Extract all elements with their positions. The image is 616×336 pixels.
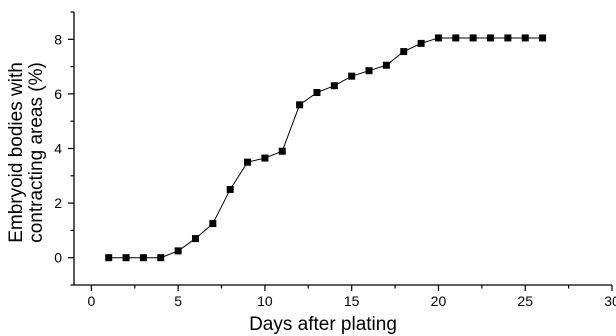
- y-tick-label: 4: [54, 141, 62, 157]
- data-point-marker: [226, 185, 234, 193]
- x-tick-label: 15: [344, 293, 360, 309]
- y-tick-label: 6: [54, 86, 62, 102]
- series-line: [108, 37, 543, 259]
- data-point-marker: [191, 235, 199, 243]
- data-point-marker: [487, 34, 495, 42]
- data-point-marker: [417, 39, 425, 47]
- y-tick-label: 2: [54, 195, 62, 211]
- x-tick-label: 25: [517, 293, 533, 309]
- x-tick-label: 10: [257, 293, 273, 309]
- x-axis-title: Days after plating: [249, 314, 397, 335]
- data-point-marker: [157, 254, 165, 262]
- data-point-marker: [469, 34, 477, 42]
- data-point-marker: [244, 158, 252, 166]
- y-tick-label: 0: [54, 250, 62, 266]
- chart-tick-labels: 0 5 10 15 20 25 30 0 2 4 6 8: [54, 31, 616, 309]
- y-axis-title-line-1: Embryoid bodies with: [6, 62, 27, 243]
- x-tick-label: 30: [604, 293, 616, 309]
- data-point-marker: [400, 48, 408, 56]
- data-point-marker: [539, 34, 547, 42]
- chart-ticks: [68, 11, 613, 291]
- data-point-marker: [174, 247, 182, 255]
- data-point-marker: [382, 61, 390, 69]
- y-tick-label: 8: [54, 31, 62, 47]
- data-point-marker: [521, 34, 529, 42]
- axis-titles: Days after plating Embryoid bodies with …: [6, 62, 397, 335]
- data-point-marker: [330, 82, 338, 90]
- chart-axes: [73, 12, 612, 286]
- data-point-marker: [296, 101, 304, 109]
- data-point-marker: [261, 154, 269, 162]
- data-point-marker: [313, 89, 321, 97]
- x-tick-label: 20: [431, 293, 447, 309]
- data-point-marker: [504, 34, 512, 42]
- data-point-marker: [278, 147, 286, 155]
- data-point-marker: [209, 220, 217, 228]
- x-tick-label: 0: [87, 293, 95, 309]
- x-tick-label: 5: [174, 293, 182, 309]
- data-point-marker: [105, 254, 113, 262]
- data-point-marker: [139, 254, 147, 262]
- data-point-marker: [365, 67, 373, 75]
- data-point-marker: [452, 34, 460, 42]
- data-point-marker: [348, 72, 356, 80]
- data-point-marker: [122, 254, 130, 262]
- data-point-marker: [434, 34, 442, 42]
- data-series: [105, 34, 547, 262]
- y-axis-title-line-2: contracting areas (%): [26, 62, 47, 243]
